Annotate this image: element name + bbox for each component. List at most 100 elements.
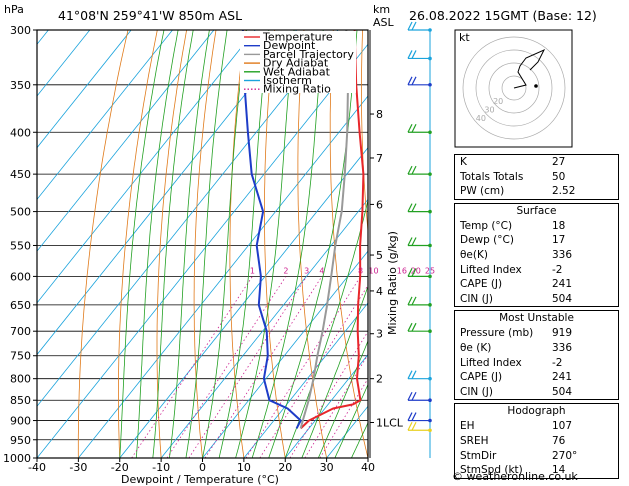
index-label: K (460, 156, 467, 168)
wind-barb (407, 165, 432, 176)
parcel-trajectory-line (299, 30, 349, 429)
pressure-tick-label: 750 (10, 350, 31, 363)
height-tick-label: 7 (376, 152, 383, 165)
index-row: Lifted Index -2 (455, 263, 618, 278)
index-label: Totals Totals (460, 170, 524, 183)
index-value: 17 (552, 234, 566, 247)
mixing-ratio-label: 16 (397, 266, 407, 275)
temperature-line (300, 30, 365, 430)
surface-box: Surface Temp (°C) 18 Dewp (°C) 17 θe(K) 336 Li… (454, 202, 619, 308)
indices-panel: K 27 Totals Totals 50 PW (cm) 2.52 Surface Te… (454, 154, 619, 482)
pressure-tick-label: 500 (10, 206, 31, 219)
index-label: PW (cm) (460, 185, 505, 198)
mixing-ratio-label: 8 (358, 266, 363, 275)
index-value: 504 (552, 385, 573, 398)
temperature-tick-label: -10 (152, 461, 170, 474)
asl-label: ASL (373, 16, 395, 29)
km-label: km (373, 3, 390, 16)
wind-barb (407, 296, 432, 307)
hodograph-kt-label: kt (459, 31, 470, 44)
index-row: K 27 (455, 155, 618, 170)
profile-lines (241, 30, 365, 430)
index-value: -2 (552, 356, 563, 369)
pressure-tick-label: 600 (10, 270, 31, 283)
height-tick-label: 6 (376, 198, 383, 211)
height-tick-label: 1LCL (376, 417, 404, 430)
legend-item: Dewpoint (244, 39, 316, 52)
index-label: CIN (J) (460, 385, 493, 398)
index-label: θe(K) (460, 248, 488, 261)
height-tick-label: 3 (376, 328, 383, 341)
index-value: 76 (552, 434, 566, 447)
legend-label: Parcel Trajectory (263, 48, 354, 61)
mixing-ratio-labels: 1 2 3 4 8 10 16 20 25 (250, 266, 435, 275)
legend-item: Dry Adiabat (244, 57, 329, 70)
pressure-tick-label: 900 (10, 415, 31, 428)
index-row: StmDir 270° (455, 449, 618, 464)
legend-item: Temperature (244, 31, 333, 44)
index-value: 270° (552, 449, 578, 462)
legend-label: Dry Adiabat (263, 57, 329, 70)
index-label: EH (460, 420, 475, 433)
credit-text: © weatheronline.co.uk (452, 470, 578, 483)
index-label: CIN (J) (460, 292, 493, 305)
index-label: Lifted Index (460, 356, 522, 369)
index-value: 919 (552, 327, 573, 340)
hodograph-ring-label: 40 (476, 114, 486, 123)
index-label: CAPE (J) (460, 278, 503, 291)
hodograph-ring-label: 20 (493, 97, 503, 106)
index-value: -2 (552, 263, 563, 276)
temperature-tick-label: -40 (28, 461, 46, 474)
index-value: 14 (552, 464, 566, 477)
wind-barb (407, 370, 432, 381)
pressure-tick-label: 350 (10, 79, 31, 92)
pressure-tick-label: 1000 (3, 452, 31, 465)
dewpoint-line (241, 30, 302, 429)
index-row: CIN (J) 504 (455, 385, 618, 400)
height-tick-label: 5 (376, 249, 383, 262)
height-axis: 8 7 6 5 4 3 2 1LCL (369, 30, 404, 458)
mixing-ratio-label: 20 (411, 266, 421, 275)
mixing-ratio-label: 10 (368, 266, 378, 275)
index-label: Pressure (mb) (460, 327, 534, 340)
location-title: 41°08'N 259°41'W 850m ASL (58, 8, 242, 23)
index-row: CAPE (J) 241 (455, 370, 618, 385)
index-row: Temp (°C) 18 (455, 219, 618, 234)
storm-motion-point (534, 84, 538, 88)
hodograph-stats-box: Hodograph EH 107 SREH 76 StmDir 270° StmSpd (k… (454, 403, 619, 479)
index-label: θe (K) (460, 341, 492, 354)
mixing-ratio-label: 3 (304, 266, 309, 275)
temperature-tick-label: 20 (278, 461, 292, 474)
wind-barb (407, 322, 432, 334)
index-value: 18 (552, 219, 566, 232)
index-row: EH 107 (455, 419, 618, 434)
datetime-title: 26.08.2022 15GMT (Base: 12) (409, 8, 597, 23)
wind-barb (407, 203, 432, 214)
index-row: SREH 76 (455, 434, 618, 449)
legend-label: Mixing Ratio (263, 83, 331, 96)
index-value: 50 (552, 170, 566, 183)
legend-item: Isotherm (244, 74, 312, 87)
legend-label: Isotherm (263, 74, 312, 87)
index-label: Temp (°C) (460, 219, 513, 232)
index-value: 336 (552, 248, 573, 261)
wind-barb (407, 237, 432, 248)
index-label: StmSpd (kt) (460, 464, 523, 477)
index-value: 27 (552, 156, 566, 168)
height-tick-label: 8 (376, 108, 383, 121)
pressure-tick-label: 950 (10, 434, 31, 447)
wind-barbs (407, 21, 432, 458)
index-value: 2.52 (552, 185, 576, 198)
height-tick-label: 2 (376, 373, 383, 386)
temperature-tick-label: 30 (320, 461, 334, 474)
temperature-tick-label: 10 (237, 461, 251, 474)
index-row: Dewp (°C) 17 (455, 233, 618, 248)
wind-barb (407, 391, 432, 403)
legend-label: Dewpoint (263, 39, 316, 52)
hodograph-ring-label: 30 (484, 105, 494, 114)
most-unstable-box: Most Unstable Pressure (mb) 919 θe (K) 336 L… (454, 310, 619, 401)
temperature-tick-label: 40 (361, 461, 375, 474)
hodograph-stats-title: Hodograph (507, 405, 566, 418)
wind-barb (407, 422, 432, 433)
